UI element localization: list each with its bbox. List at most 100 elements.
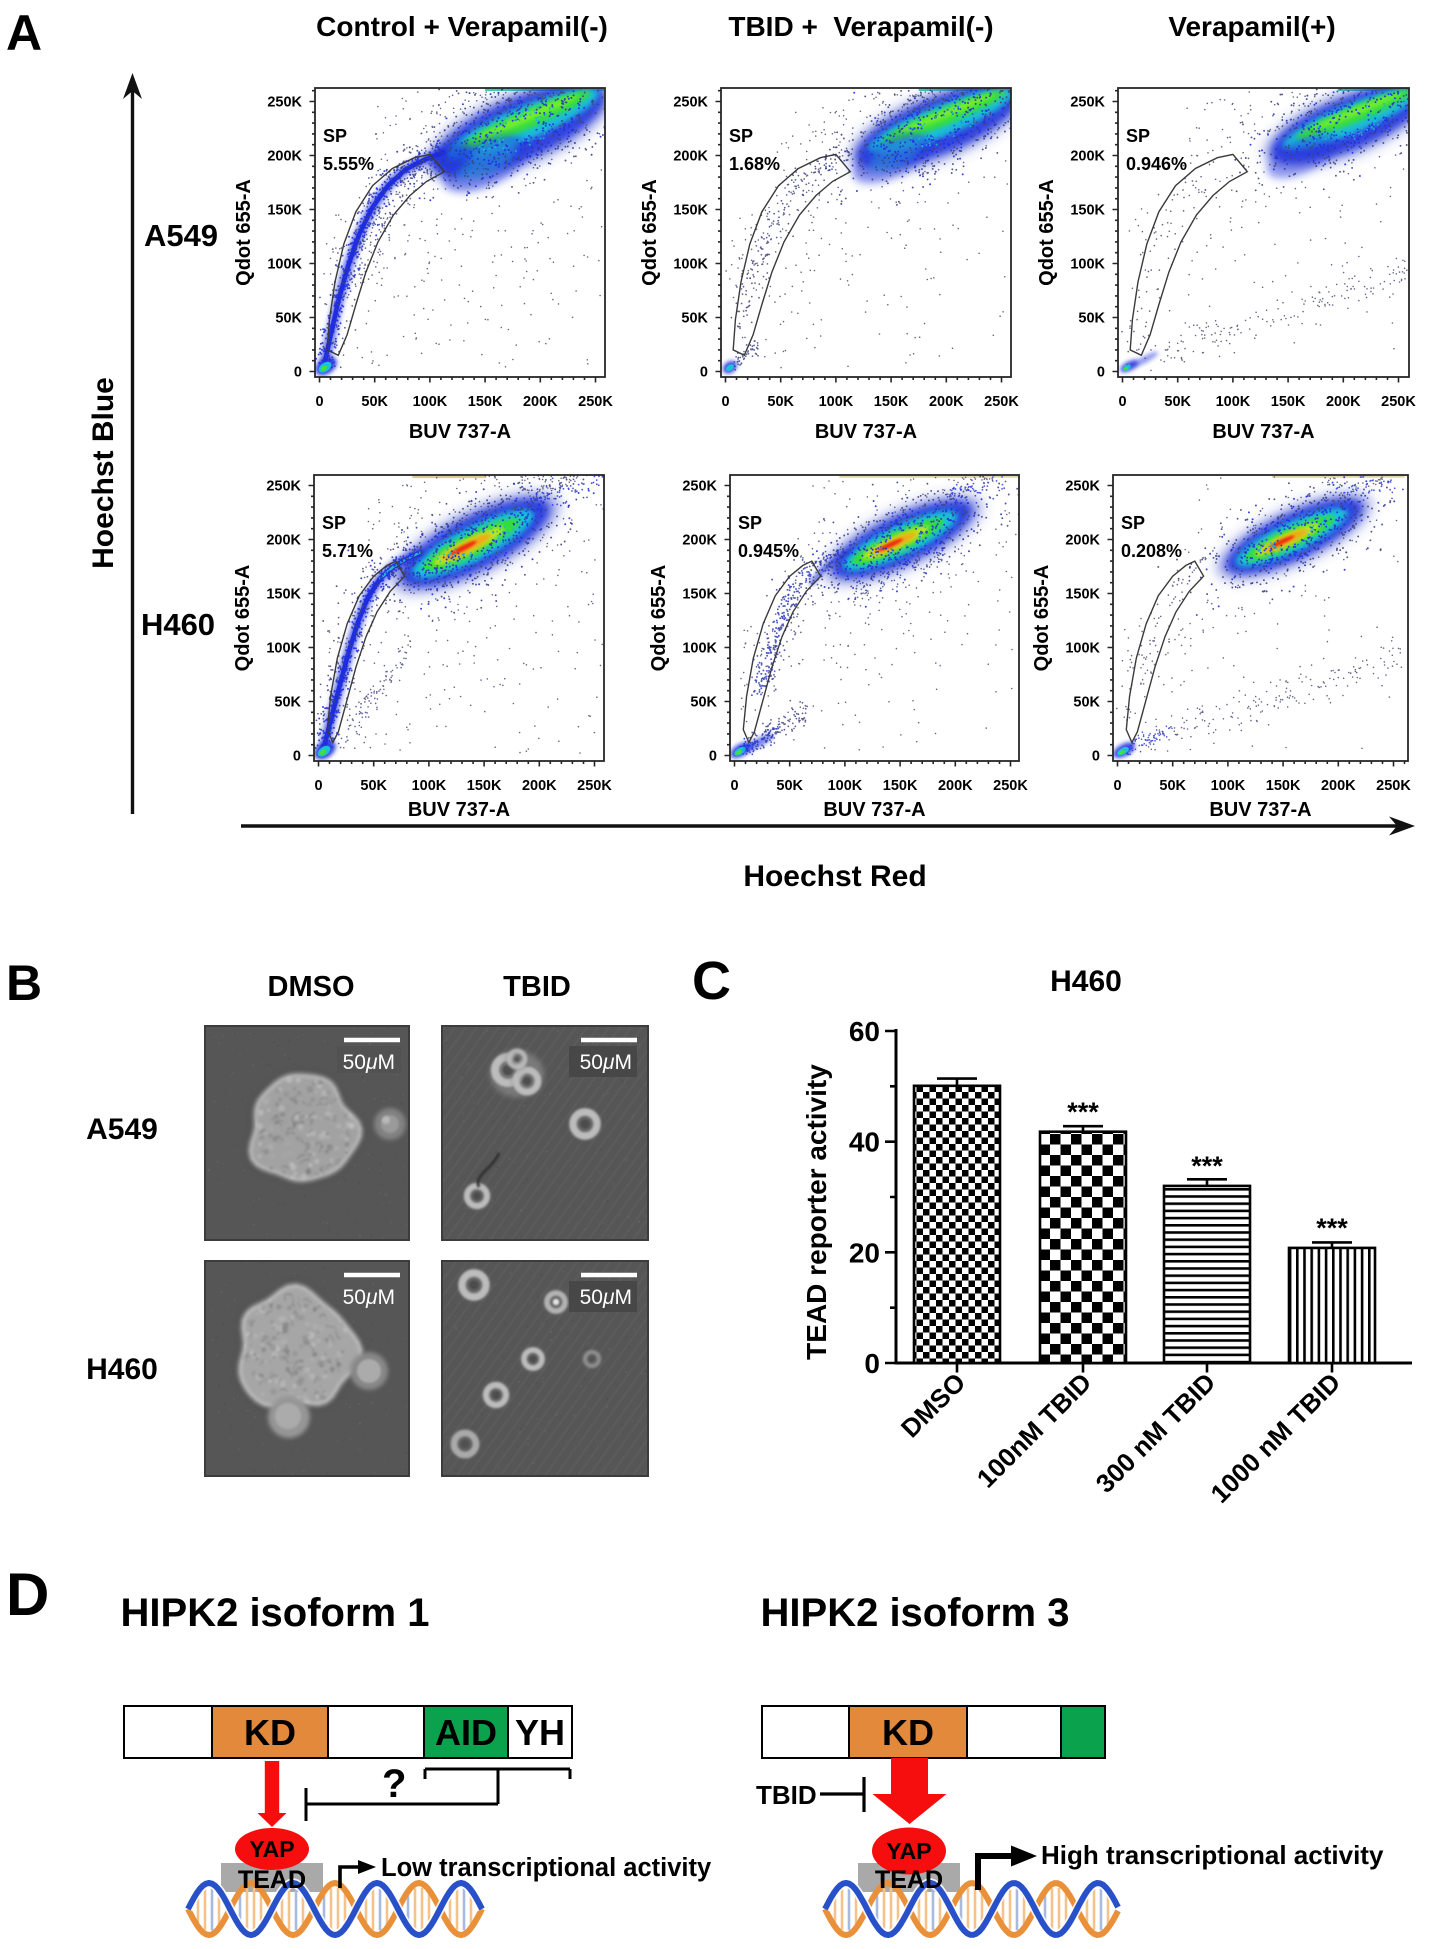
svg-text:200K: 200K [929,394,964,410]
svg-text:50K: 50K [274,695,301,711]
svg-text:0: 0 [709,749,717,765]
svg-text:50μM: 50μM [580,1286,632,1309]
svg-text:YAP: YAP [886,1838,931,1864]
svg-text:***: *** [1191,1151,1223,1181]
svg-text:100nM TBID: 100nM TBID [971,1367,1097,1493]
svg-text:Qdot 655-A: Qdot 655-A [1031,565,1053,672]
svg-text:200K: 200K [673,149,708,165]
svg-text:0: 0 [1113,778,1121,794]
svg-text:0.208%: 0.208% [1121,541,1182,561]
svg-text:SP: SP [729,126,753,146]
svg-text:50K: 50K [360,778,387,794]
svg-text:AID: AID [435,1712,497,1753]
svg-text:Hoechst Blue: Hoechst Blue [87,377,120,569]
svg-text:100K: 100K [1211,778,1246,794]
svg-text:50K: 50K [1078,311,1105,327]
svg-text:250K: 250K [266,479,301,495]
svg-text:200K: 200K [523,394,558,410]
svg-text:150K: 150K [673,203,708,219]
svg-text:Verapamil(+): Verapamil(+) [1168,11,1335,42]
svg-text:150K: 150K [266,587,301,603]
svg-text:250K: 250K [1065,479,1100,495]
svg-text:250K: 250K [984,394,1019,410]
svg-text:HIPK2 isoform 3: HIPK2 isoform 3 [761,1591,1070,1635]
svg-text:50μM: 50μM [343,1051,395,1074]
svg-text:B: B [6,955,42,1011]
svg-text:150K: 150K [874,394,909,410]
svg-text:150K: 150K [267,203,302,219]
svg-text:50K: 50K [1159,778,1186,794]
svg-text:250K: 250K [682,479,717,495]
svg-text:50K: 50K [767,394,794,410]
svg-text:250K: 250K [578,394,613,410]
svg-text:***: *** [1316,1213,1348,1243]
svg-text:200K: 200K [1070,149,1105,165]
svg-text:100K: 100K [828,778,863,794]
svg-text:H460: H460 [141,607,215,642]
svg-text:60: 60 [849,1016,880,1047]
svg-text:200K: 200K [1065,533,1100,549]
svg-text:TBID: TBID [503,971,571,1003]
svg-text:BUV 737-A: BUV 737-A [408,799,510,821]
svg-text:50K: 50K [776,778,803,794]
svg-text:40: 40 [849,1127,880,1158]
svg-text:0: 0 [314,778,322,794]
svg-text:0: 0 [700,365,708,381]
svg-text:100K: 100K [412,778,447,794]
svg-text:H460: H460 [1050,965,1122,998]
svg-text:BUV 737-A: BUV 737-A [815,421,917,443]
svg-text:50K: 50K [681,311,708,327]
svg-text:DMSO: DMSO [268,971,355,1003]
svg-text:DMSO: DMSO [895,1367,971,1443]
svg-text:TBID: TBID [756,1780,817,1810]
svg-text:1000 nM TBID: 1000 nM TBID [1204,1367,1346,1509]
svg-text:SP: SP [738,513,762,533]
svg-text:KD: KD [882,1712,934,1753]
svg-text:***: *** [1067,1097,1099,1127]
svg-text:100K: 100K [819,394,854,410]
svg-text:Qdot 655-A: Qdot 655-A [639,179,661,286]
svg-text:C: C [692,951,731,1011]
svg-text:50K: 50K [690,695,717,711]
svg-text:YAP: YAP [249,1836,294,1862]
svg-text:250K: 250K [1376,778,1411,794]
svg-text:SP: SP [1126,126,1150,146]
svg-text:0: 0 [1097,365,1105,381]
svg-text:Qdot 655-A: Qdot 655-A [233,179,255,286]
svg-text:SP: SP [1121,513,1145,533]
svg-text:Qdot 655-A: Qdot 655-A [648,565,670,672]
svg-text:D: D [6,1561,49,1628]
svg-text:150K: 150K [682,587,717,603]
svg-text:A549: A549 [144,218,218,253]
svg-text:250K: 250K [267,95,302,111]
svg-text:High transcriptional activity: High transcriptional activity [1041,1840,1384,1870]
svg-text:50K: 50K [275,311,302,327]
svg-text:1.68%: 1.68% [729,154,780,174]
svg-text:5.71%: 5.71% [322,541,373,561]
svg-text:150K: 150K [1266,778,1301,794]
svg-text:200K: 200K [267,149,302,165]
svg-text:250K: 250K [577,778,612,794]
svg-text:0: 0 [730,778,738,794]
svg-text:Hoechst Red: Hoechst Red [743,860,926,893]
svg-text:100K: 100K [413,394,448,410]
svg-text:150K: 150K [1065,587,1100,603]
svg-text:0: 0 [864,1348,880,1379]
svg-text:Qdot 655-A: Qdot 655-A [232,565,254,672]
svg-text:50μM: 50μM [343,1286,395,1309]
svg-text:TEAD: TEAD [875,1866,943,1894]
svg-text:A549: A549 [86,1113,158,1146]
svg-text:100K: 100K [1070,257,1105,273]
svg-text:150K: 150K [883,778,918,794]
svg-text:HIPK2 isoform 1: HIPK2 isoform 1 [121,1591,430,1635]
svg-text:200K: 200K [522,778,557,794]
svg-text:BUV 737-A: BUV 737-A [823,799,925,821]
svg-text:250K: 250K [1381,394,1416,410]
svg-text:Low transcriptional activity: Low transcriptional activity [381,1854,712,1882]
svg-text:300 nM TBID: 300 nM TBID [1090,1367,1222,1499]
svg-text:20: 20 [849,1237,880,1268]
svg-text:200K: 200K [266,533,301,549]
svg-text:100K: 100K [1216,394,1251,410]
svg-text:0: 0 [1118,394,1126,410]
svg-text:SP: SP [323,126,347,146]
